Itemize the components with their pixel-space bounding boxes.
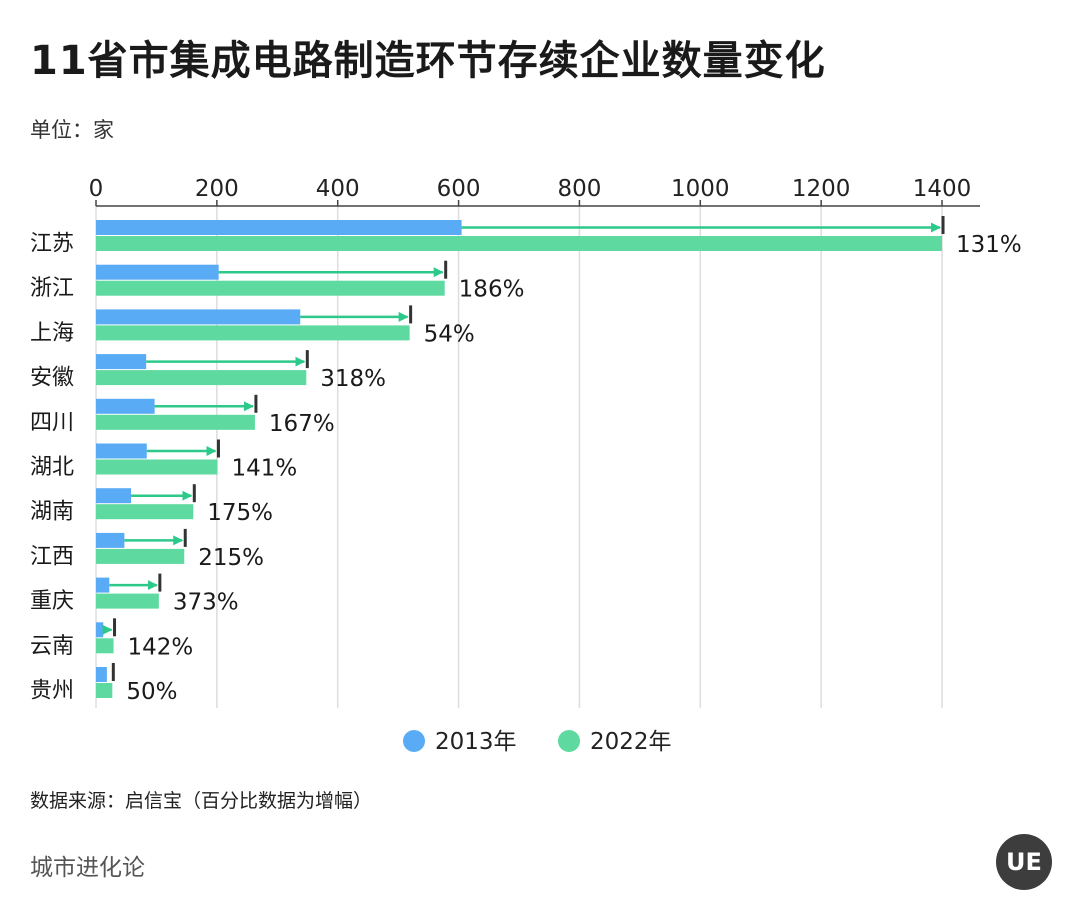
- bar-2013: [96, 264, 219, 280]
- growth-label: 141%: [231, 456, 297, 482]
- bar-2022: [96, 548, 185, 564]
- category-label: 江苏: [30, 232, 74, 257]
- category-label: 云南: [30, 634, 74, 659]
- bar-2013: [96, 532, 125, 548]
- category-label: 湖北: [30, 455, 74, 480]
- chart-title: 11省市集成电路制造环节存续企业数量变化: [30, 38, 826, 84]
- category-label: 四川: [30, 410, 74, 435]
- bar-2013: [96, 398, 155, 414]
- bars-layer: [96, 216, 945, 698]
- x-tick-label: 400: [316, 176, 360, 202]
- legend-swatch-2022: [558, 730, 580, 752]
- x-tick-label: 1400: [913, 176, 972, 202]
- bar-2022: [96, 459, 218, 475]
- bar-chart: 0 200 400 600 800 1000 1200 1400 江苏 131% 浙江 186% 上海…: [30, 176, 1022, 755]
- unit-label: 单位：家: [30, 118, 114, 142]
- category-label: 上海: [30, 321, 74, 346]
- category-label: 浙江: [30, 276, 74, 301]
- category-label: 湖南: [30, 500, 74, 525]
- legend-label-2013: 2013年: [435, 729, 517, 755]
- bar-2013: [96, 309, 301, 325]
- grid-layer: [95, 206, 943, 708]
- growth-label: 131%: [956, 232, 1022, 258]
- growth-label: 186%: [459, 277, 525, 303]
- bar-2022: [96, 504, 194, 520]
- bar-2022: [96, 593, 159, 609]
- bar-2013: [96, 577, 110, 593]
- growth-label: 373%: [173, 590, 239, 616]
- x-tick-label: 0: [89, 176, 104, 202]
- bar-2022: [96, 638, 114, 654]
- x-tick-label: 200: [195, 176, 239, 202]
- data-source: 数据来源：启信宝（百分比数据为增幅）: [30, 790, 373, 812]
- bar-2013: [96, 488, 132, 504]
- bar-2013: [96, 220, 462, 235]
- growth-label: 318%: [320, 366, 386, 392]
- bar-2013: [96, 443, 147, 459]
- bar-2022: [96, 370, 307, 386]
- growth-label: 215%: [198, 545, 264, 571]
- bar-2022: [96, 325, 410, 341]
- bar-2013: [96, 622, 104, 638]
- growth-label: 167%: [269, 411, 335, 437]
- x-tick-label: 800: [557, 176, 601, 202]
- category-label: 贵州: [30, 679, 74, 704]
- legend-label-2022: 2022年: [590, 729, 672, 755]
- category-label: 安徽: [30, 366, 74, 391]
- x-tick-label: 600: [437, 176, 481, 202]
- x-tick-label: 1200: [792, 176, 851, 202]
- bar-2022: [96, 414, 255, 430]
- legend-swatch-2013: [403, 730, 425, 752]
- growth-label: 50%: [126, 679, 177, 705]
- x-tick-label: 1000: [671, 176, 730, 202]
- x-axis: 0 200 400 600 800 1000 1200 1400: [89, 176, 980, 207]
- brand-name: 城市进化论: [30, 855, 145, 881]
- legend: 2013年 2022年: [403, 729, 672, 755]
- bar-2013: [96, 354, 147, 370]
- category-label: 江西: [30, 544, 74, 569]
- growth-label: 142%: [128, 634, 194, 660]
- brand-logo: UE: [996, 834, 1052, 890]
- bar-2022: [96, 280, 445, 296]
- bar-2013: [96, 667, 107, 682]
- labels-layer: 江苏 131% 浙江 186% 上海 54% 安徽 318% 四川 167% 湖北 141% 湖南 175…: [30, 232, 1022, 706]
- bar-2022: [96, 683, 113, 698]
- growth-label: 54%: [424, 321, 475, 347]
- category-label: 重庆: [30, 589, 74, 614]
- growth-label: 175%: [207, 500, 273, 526]
- bar-2022: [96, 236, 943, 251]
